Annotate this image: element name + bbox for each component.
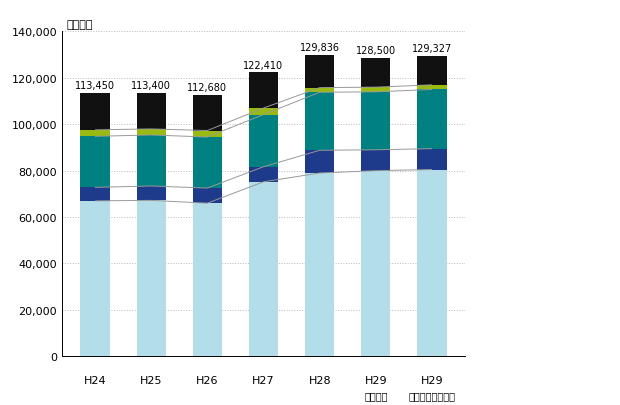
Bar (136, 130, 166, 136)
Bar (361, 93, 391, 150)
Bar (417, 90, 446, 149)
Text: 129,836: 129,836 (299, 43, 340, 53)
Text: 113,450: 113,450 (75, 81, 115, 91)
Bar (361, 88, 391, 93)
Text: 129,327: 129,327 (412, 45, 452, 54)
Bar (81, 137, 110, 188)
Text: 113,400: 113,400 (131, 81, 171, 91)
Bar (81, 201, 110, 356)
Bar (81, 130, 110, 137)
Text: （通期業績予想）: （通期業績予想） (409, 390, 456, 400)
Bar (193, 96, 222, 131)
Bar (249, 182, 278, 356)
Bar (193, 138, 222, 189)
Bar (305, 56, 334, 88)
Bar (305, 88, 334, 93)
Bar (249, 73, 278, 109)
Text: H24: H24 (84, 375, 106, 385)
Text: （千円）: （千円） (67, 20, 94, 30)
Text: H29: H29 (365, 375, 388, 385)
Bar (305, 93, 334, 151)
Text: H29: H29 (421, 375, 443, 385)
Bar (193, 131, 222, 138)
Bar (417, 149, 446, 170)
Bar (361, 150, 391, 171)
Text: 122,410: 122,410 (244, 60, 283, 70)
Text: 128,500: 128,500 (356, 46, 396, 56)
Bar (417, 85, 446, 90)
Bar (417, 170, 446, 356)
Bar (81, 94, 110, 130)
Bar (361, 171, 391, 356)
Bar (136, 136, 166, 187)
Bar (417, 57, 446, 85)
Bar (361, 59, 391, 88)
Bar (305, 174, 334, 356)
Bar (193, 204, 222, 356)
Bar (193, 189, 222, 204)
Text: 112,680: 112,680 (187, 83, 228, 93)
Bar (136, 187, 166, 201)
Text: （予算）: （予算） (364, 390, 388, 400)
Text: H25: H25 (140, 375, 162, 385)
Text: H26: H26 (196, 375, 219, 385)
Bar (249, 115, 278, 167)
Text: H28: H28 (308, 375, 331, 385)
Bar (249, 167, 278, 182)
Bar (136, 201, 166, 356)
Text: H27: H27 (252, 375, 275, 385)
Bar (305, 151, 334, 174)
Bar (81, 188, 110, 201)
Bar (136, 94, 166, 130)
Bar (249, 109, 278, 115)
